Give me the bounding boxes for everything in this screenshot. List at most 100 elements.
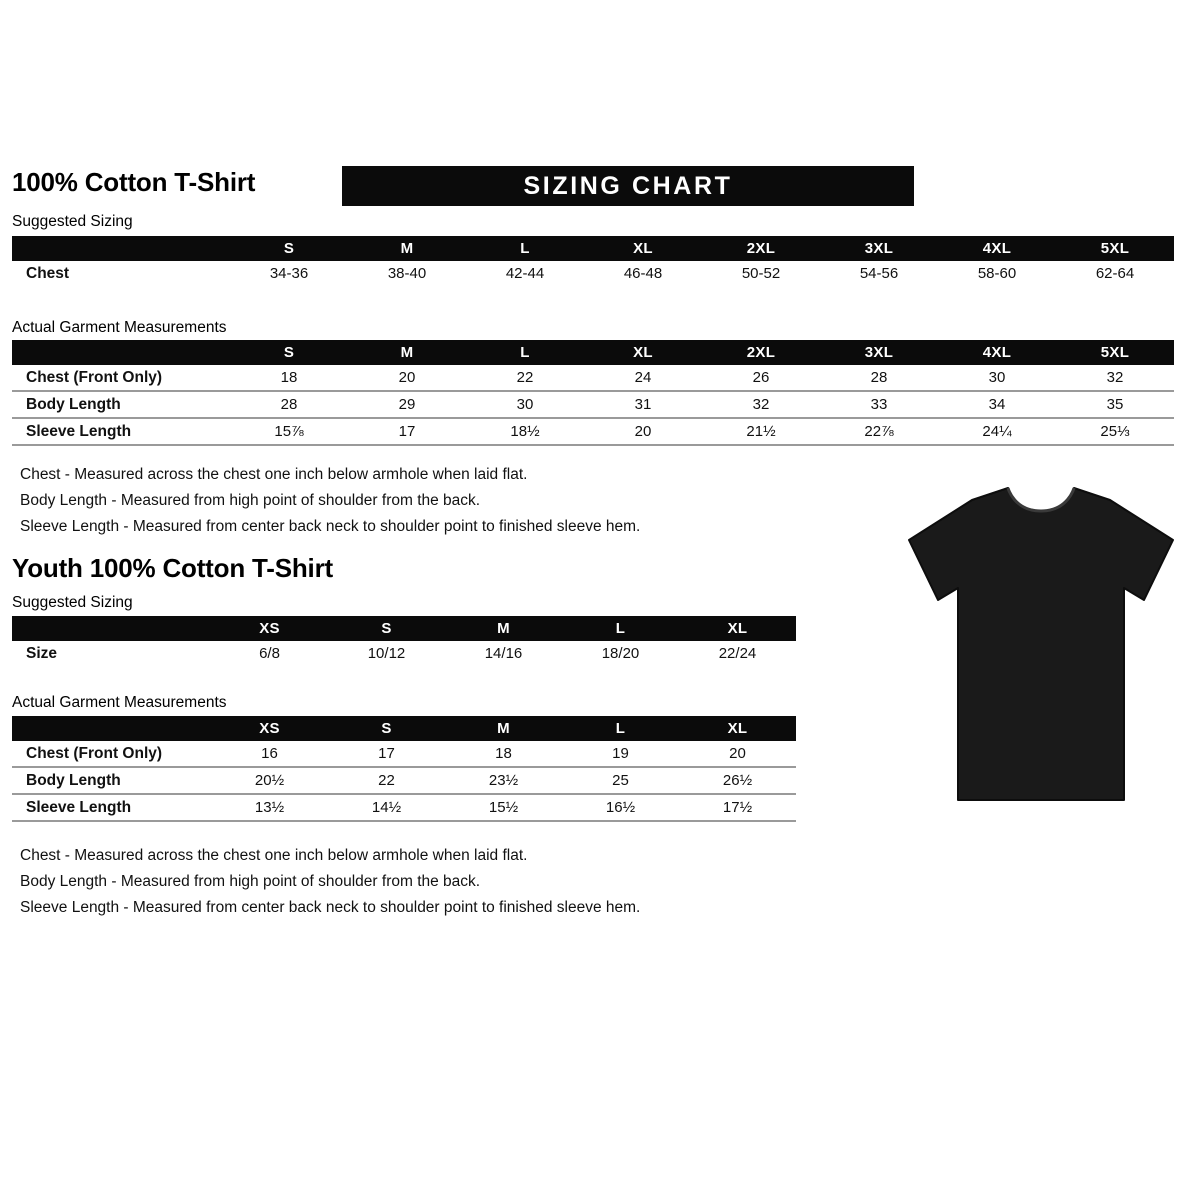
column-header-s: S <box>328 716 445 741</box>
youth-measurement-notes: Chest - Measured across the chest one in… <box>20 843 640 921</box>
table-row: Chest (Front Only) 16 17 18 19 20 <box>12 741 796 768</box>
table-header-row: S M L XL 2XL 3XL 4XL 5XL <box>12 340 1174 365</box>
table-row: Sleeve Length 15⅞ 17 18½ 20 21½ 22⅞ 24¼ … <box>12 418 1174 446</box>
cell-sleevelength-5xl: 25⅓ <box>1056 418 1174 446</box>
cell-size-m: 14/16 <box>484 645 523 662</box>
cell-bodylength-l: 30 <box>466 391 584 419</box>
column-header-label <box>12 716 211 741</box>
adult-actual-measurements-label: Actual Garment Measurements <box>12 319 227 336</box>
cell-bodylength-s: 28 <box>230 391 348 419</box>
page-header: 100% Cotton T-Shirt SIZING CHART <box>12 166 1188 208</box>
cell-sleevelength-s: 14½ <box>328 794 445 822</box>
column-header-l: L <box>562 616 679 641</box>
column-header-l: L <box>466 236 584 261</box>
cell-size-l: 18/20 <box>601 645 640 662</box>
sizing-chart-banner-label: SIZING CHART <box>523 172 733 200</box>
cell-chestfront-xl: 20 <box>679 741 796 768</box>
tshirt-icon <box>908 487 1174 801</box>
cell-size-s: 10/12 <box>367 645 406 662</box>
cell-sleevelength-3xl: 22⅞ <box>820 418 938 446</box>
cell-sleevelength-m: 17 <box>348 418 466 446</box>
cell-bodylength-xl: 31 <box>584 391 702 419</box>
cell-chestfront-2xl: 26 <box>702 365 820 392</box>
cell-chest-4xl: 58-60 <box>977 265 1017 282</box>
column-header-3xl: 3XL <box>820 340 938 365</box>
column-header-xl: XL <box>584 236 702 261</box>
product-image-tshirt <box>896 478 1186 808</box>
youth-suggested-sizing-table: XS S M L XL Size 6/8 10/12 14/16 18/20 2… <box>12 616 796 666</box>
row-label-body-length: Body Length <box>12 391 230 419</box>
cell-sleevelength-m: 15½ <box>445 794 562 822</box>
column-header-m: M <box>348 236 466 261</box>
note-chest: Chest - Measured across the chest one in… <box>20 466 528 483</box>
cell-chest-3xl: 54-56 <box>859 265 899 282</box>
cell-bodylength-m: 29 <box>348 391 466 419</box>
column-header-2xl: 2XL <box>702 340 820 365</box>
cell-chestfront-m: 20 <box>348 365 466 392</box>
table-row: Chest (Front Only) 18 20 22 24 26 28 30 … <box>12 365 1174 392</box>
cell-chest-5xl: 62-64 <box>1095 265 1135 282</box>
column-header-m: M <box>348 340 466 365</box>
row-label-size: Size <box>26 644 58 662</box>
cell-chestfront-xl: 24 <box>584 365 702 392</box>
cell-bodylength-4xl: 34 <box>938 391 1056 419</box>
column-header-4xl: 4XL <box>938 236 1056 261</box>
cell-chestfront-m: 18 <box>445 741 562 768</box>
cell-chestfront-4xl: 30 <box>938 365 1056 392</box>
cell-bodylength-m: 23½ <box>445 767 562 795</box>
cell-chestfront-l: 19 <box>562 741 679 768</box>
column-header-xl: XL <box>679 616 796 641</box>
column-header-label <box>12 236 230 261</box>
cell-bodylength-5xl: 35 <box>1056 391 1174 419</box>
cell-bodylength-xl: 26½ <box>679 767 796 795</box>
column-header-m: M <box>445 716 562 741</box>
row-label-chest: Chest <box>26 264 70 282</box>
column-header-m: M <box>445 616 562 641</box>
cell-chest-s: 34-36 <box>269 265 309 282</box>
cell-sleevelength-xs: 13½ <box>211 794 328 822</box>
cell-bodylength-l: 25 <box>562 767 679 795</box>
cell-sleevelength-s: 15⅞ <box>230 418 348 446</box>
table-row: Sleeve Length 13½ 14½ 15½ 16½ 17½ <box>12 794 796 822</box>
row-label-body-length: Body Length <box>12 767 211 795</box>
column-header-xs: XS <box>211 616 328 641</box>
column-header-label <box>12 616 211 641</box>
column-header-5xl: 5XL <box>1056 236 1174 261</box>
table-row: Body Length 20½ 22 23½ 25 26½ <box>12 767 796 795</box>
youth-suggested-sizing-label: Suggested Sizing <box>12 594 133 611</box>
cell-chestfront-xs: 16 <box>211 741 328 768</box>
table-row: Body Length 28 29 30 31 32 33 34 35 <box>12 391 1174 419</box>
cell-size-xl: 22/24 <box>718 645 757 662</box>
row-label-sleeve-length: Sleeve Length <box>12 418 230 446</box>
sizing-chart-banner: SIZING CHART <box>342 166 914 206</box>
column-header-s: S <box>328 616 445 641</box>
table-row: Size 6/8 10/12 14/16 18/20 22/24 <box>12 641 796 666</box>
note-chest: Chest - Measured across the chest one in… <box>20 847 528 864</box>
row-label-chest-front-only: Chest (Front Only) <box>12 741 211 768</box>
row-label-sleeve-length: Sleeve Length <box>12 794 211 822</box>
cell-sleevelength-xl: 17½ <box>679 794 796 822</box>
row-label-chest-front-only: Chest (Front Only) <box>12 365 230 392</box>
cell-sleevelength-l: 18½ <box>466 418 584 446</box>
youth-actual-measurements-table: XS S M L XL Chest (Front Only) 16 17 18 … <box>12 716 796 822</box>
cell-bodylength-xs: 20½ <box>211 767 328 795</box>
cell-chestfront-5xl: 32 <box>1056 365 1174 392</box>
adult-measurement-notes: Chest - Measured across the chest one in… <box>20 462 640 540</box>
adult-suggested-sizing-label: Suggested Sizing <box>12 213 133 230</box>
cell-sleevelength-2xl: 21½ <box>702 418 820 446</box>
table-header-row: XS S M L XL <box>12 616 796 641</box>
cell-sleevelength-xl: 20 <box>584 418 702 446</box>
note-sleeve-length: Sleeve Length - Measured from center bac… <box>20 518 641 535</box>
adult-actual-measurements-table: S M L XL 2XL 3XL 4XL 5XL Chest (Front On… <box>12 340 1174 446</box>
column-header-xs: XS <box>211 716 328 741</box>
cell-sleevelength-l: 16½ <box>562 794 679 822</box>
cell-chestfront-s: 18 <box>230 365 348 392</box>
adult-suggested-sizing-table: S M L XL 2XL 3XL 4XL 5XL Chest 34-36 38-… <box>12 236 1174 286</box>
note-body-length: Body Length - Measured from high point o… <box>20 873 481 890</box>
cell-chestfront-s: 17 <box>328 741 445 768</box>
cell-bodylength-2xl: 32 <box>702 391 820 419</box>
table-row: Chest 34-36 38-40 42-44 46-48 50-52 54-5… <box>12 261 1174 286</box>
column-header-s: S <box>230 236 348 261</box>
cell-chestfront-3xl: 28 <box>820 365 938 392</box>
column-header-xl: XL <box>679 716 796 741</box>
